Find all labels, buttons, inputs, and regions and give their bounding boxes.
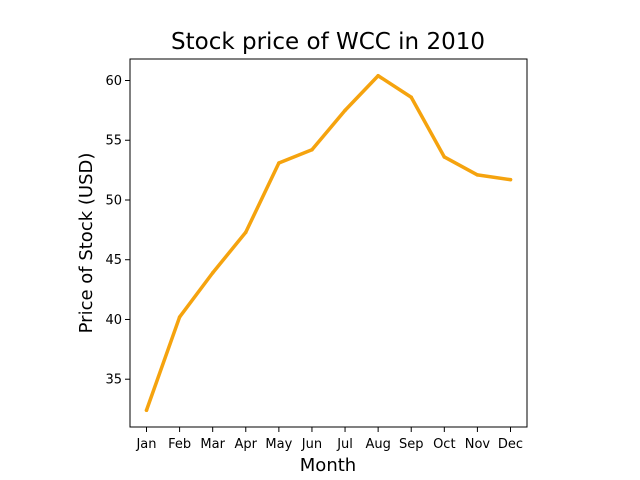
x-tick-label: Apr <box>235 437 258 452</box>
x-tick-label: Jul <box>336 437 353 452</box>
y-tick-label: 60 <box>105 74 122 89</box>
x-axis: Jan Feb Mar Apr May Jun Jul Aug Sep Oct Nov Dec <box>135 427 523 452</box>
x-tick-label: Mar <box>200 437 225 452</box>
data-point <box>310 148 314 152</box>
data-point <box>343 108 347 113</box>
x-tick-label: Nov <box>465 437 491 452</box>
x-axis-label: Month <box>300 455 356 476</box>
data-point <box>210 271 215 275</box>
x-tick-label: Oct <box>433 437 455 452</box>
y-axis-label: Price of Stock (USD) <box>76 153 97 334</box>
chart-title: Stock price of WCC in 2010 <box>171 29 485 55</box>
data-point <box>508 177 513 182</box>
y-tick-label: 50 <box>105 193 122 208</box>
y-tick-label: 35 <box>105 373 122 388</box>
y-tick-label: 55 <box>105 134 122 149</box>
x-tick-label: Dec <box>498 437 523 452</box>
data-point <box>244 230 248 234</box>
data-point <box>442 155 447 159</box>
x-tick-label: Aug <box>365 437 390 452</box>
x-tick-label: Jan <box>135 437 156 452</box>
y-tick-label: 45 <box>105 253 122 268</box>
x-tick-label: May <box>265 437 292 452</box>
x-tick-label: Jun <box>301 437 322 452</box>
data-point <box>409 95 413 99</box>
x-tick-label: Sep <box>399 437 424 452</box>
y-tick-label: 40 <box>105 313 122 328</box>
data-point <box>144 408 149 413</box>
y-axis: 35 40 45 50 55 60 <box>105 74 130 388</box>
plot-area-frame <box>129 58 528 428</box>
series-line <box>144 73 513 413</box>
data-point <box>376 73 380 78</box>
data-point <box>475 173 480 177</box>
data-point <box>277 161 281 165</box>
data-point <box>177 315 182 319</box>
x-tick-label: Feb <box>168 437 191 452</box>
series-points <box>144 73 513 413</box>
